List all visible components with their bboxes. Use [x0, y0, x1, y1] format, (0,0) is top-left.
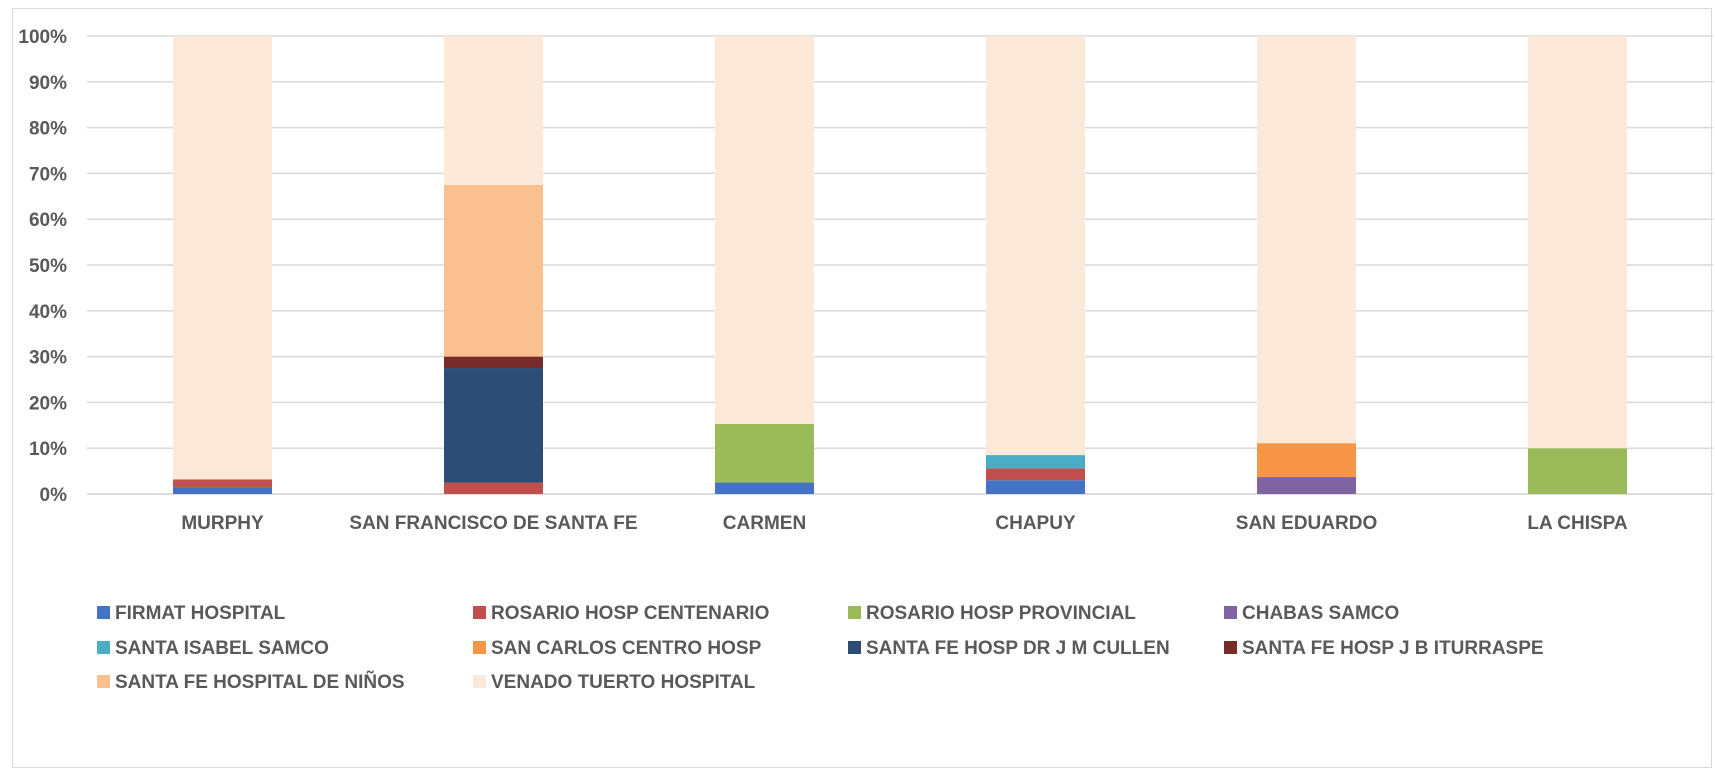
y-tick-label: 30%: [29, 348, 67, 369]
y-tick-label: 100%: [18, 27, 67, 48]
bar-segment: [444, 184, 543, 357]
x-axis-category-labels: MURPHY SAN FRANCISCO DE SANTA FE CARMEN CHA…: [181, 513, 1628, 534]
y-axis-tick-labels: 0% 10% 20% 30% 40% 50% 60% 70% 80% 90% 100%: [18, 27, 67, 506]
bar-segment: [715, 36, 814, 424]
legend-item: SANTA FE HOSP DR J M CULLEN: [848, 638, 1170, 659]
y-tick-label: 20%: [29, 393, 67, 414]
bar-segment: [444, 36, 543, 185]
legend-swatch: [473, 606, 486, 619]
legend-swatch: [1224, 606, 1237, 619]
bar-segment: [986, 468, 1085, 481]
legend-swatch: [97, 641, 110, 654]
legend-label: SANTA FE HOSP J B ITURRASPE: [1242, 638, 1544, 659]
legend-label: SANTA FE HOSPITAL DE NIÑOS: [115, 671, 405, 693]
bar-segment: [173, 487, 272, 494]
legend-label: VENADO TUERTO HOSPITAL: [491, 672, 756, 693]
gridlines: [87, 35, 1713, 495]
bar-segment: [1528, 36, 1627, 449]
bar-segment: [173, 479, 272, 488]
x-category-label: CARMEN: [723, 513, 806, 534]
legend-item: SANTA ISABEL SAMCO: [97, 638, 329, 659]
bar-segment: [173, 36, 272, 480]
legend-label: SAN CARLOS CENTRO HOSP: [491, 638, 762, 659]
y-tick-label: 70%: [29, 164, 67, 185]
x-category-label: SAN EDUARDO: [1236, 513, 1377, 534]
y-tick-label: 90%: [29, 73, 67, 94]
legend-swatch: [848, 641, 861, 654]
bar-segment: [986, 455, 1085, 469]
legend-label: FIRMAT HOSPITAL: [115, 603, 286, 624]
legend-item: SANTA FE HOSPITAL DE NIÑOS: [97, 671, 405, 693]
bar-segment: [444, 368, 543, 483]
legend-item: CHABAS SAMCO: [1224, 603, 1399, 624]
legend-item: VENADO TUERTO HOSPITAL: [473, 672, 756, 693]
bar-segment: [1257, 443, 1356, 478]
legend-label: SANTA ISABEL SAMCO: [115, 638, 329, 659]
y-tick-label: 40%: [29, 302, 67, 323]
bar-segment: [444, 482, 543, 494]
bar-segment: [715, 423, 814, 483]
bars: [173, 36, 1627, 494]
legend-swatch: [1224, 641, 1237, 654]
legend-swatch: [473, 641, 486, 654]
bar-segment: [444, 356, 543, 369]
legend-swatch: [848, 606, 861, 619]
legend-label: SANTA FE HOSP DR J M CULLEN: [866, 638, 1170, 659]
legend-item: ROSARIO HOSP PROVINCIAL: [848, 603, 1136, 624]
legend-label: ROSARIO HOSP CENTENARIO: [491, 603, 769, 624]
stacked-bar-chart: 0% 10% 20% 30% 40% 50% 60% 70% 80% 90% 100% MURPHY…: [18, 27, 1713, 693]
y-tick-label: 50%: [29, 256, 67, 277]
chart-frame: 0% 10% 20% 30% 40% 50% 60% 70% 80% 90% 100% MURPHY…: [12, 8, 1713, 768]
legend-label: ROSARIO HOSP PROVINCIAL: [866, 603, 1136, 624]
bar-segment: [1257, 36, 1356, 444]
legend-swatch: [97, 675, 110, 688]
y-tick-label: 0%: [40, 485, 68, 506]
x-category-label: LA CHISPA: [1527, 513, 1628, 534]
legend-item: FIRMAT HOSPITAL: [97, 603, 286, 624]
legend-item: SAN CARLOS CENTRO HOSP: [473, 638, 762, 659]
legend-item: SANTA FE HOSP J B ITURRASPE: [1224, 638, 1544, 659]
y-tick-label: 60%: [29, 210, 67, 231]
x-category-label: CHAPUY: [995, 513, 1076, 534]
bar-segment: [986, 36, 1085, 456]
legend-label: CHABAS SAMCO: [1242, 603, 1399, 624]
legend: FIRMAT HOSPITAL ROSARIO HOSP CENTENARIO RO…: [97, 603, 1544, 693]
legend-item: ROSARIO HOSP CENTENARIO: [473, 603, 769, 624]
legend-swatch: [473, 675, 486, 688]
y-tick-label: 80%: [29, 119, 67, 140]
bar-segment: [1257, 477, 1356, 494]
x-category-label: SAN FRANCISCO DE SANTA FE: [349, 513, 637, 534]
legend-swatch: [97, 606, 110, 619]
y-tick-label: 10%: [29, 439, 67, 460]
bar-segment: [715, 482, 814, 494]
bar-segment: [986, 480, 1085, 494]
x-category-label: MURPHY: [181, 513, 264, 534]
bar-segment: [1528, 448, 1627, 494]
